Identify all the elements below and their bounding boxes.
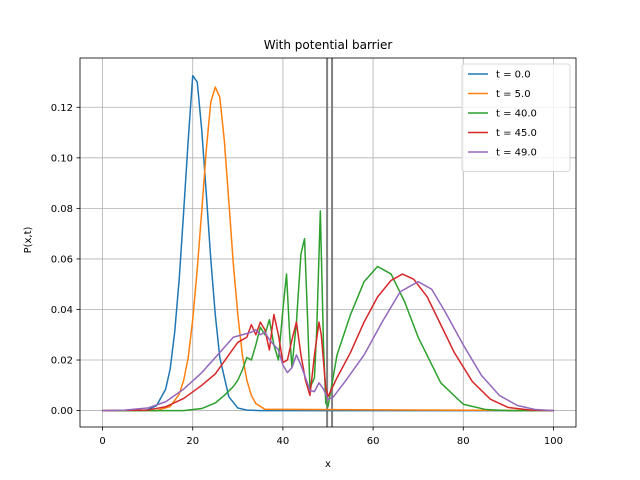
x-tick-label: 20 [186,436,199,447]
y-tick-label: 0.08 [51,204,73,215]
x-axis-label: x [325,459,331,470]
series-line-3 [101,210,555,412]
y-tick-label: 0.02 [51,356,73,367]
series-line-4 [101,273,555,412]
y-axis-label: P(x,t) [23,226,34,253]
legend-label-3: t = 40.0 [496,109,537,120]
series-line-5 [101,280,555,412]
y-tick-label: 0.06 [51,254,73,265]
legend: t = 0.0 t = 5.0 t = 40.0 t = 45.0 t = 49.0 [461,63,571,172]
x-tick-label: 0 [99,436,105,447]
chart-title: With potential barrier [264,38,393,52]
series-line-1 [101,74,555,412]
x-tick-label: 40 [277,436,290,447]
series-line-2 [101,86,555,412]
barrier [326,58,334,427]
x-tick-label: 60 [367,436,380,447]
y-tick-label: 0.10 [51,153,73,164]
legend-label-1: t = 0.0 [496,70,531,81]
x-tick-label: 100 [544,436,563,447]
ticks: 0 20 40 60 80 100 0.00 0.02 0.04 0.06 0.08 0.10 0.12 [51,103,563,447]
series-group [101,74,555,412]
legend-label-4: t = 45.0 [496,128,537,139]
legend-label-2: t = 5.0 [496,89,531,100]
y-tick-label: 0.12 [51,103,73,114]
y-tick-label: 0.00 [51,406,73,417]
axes-frame [79,57,577,428]
y-tick-label: 0.04 [51,305,73,316]
legend-box [461,63,571,172]
x-tick-label: 80 [457,436,470,447]
legend-label-5: t = 49.0 [496,148,537,159]
